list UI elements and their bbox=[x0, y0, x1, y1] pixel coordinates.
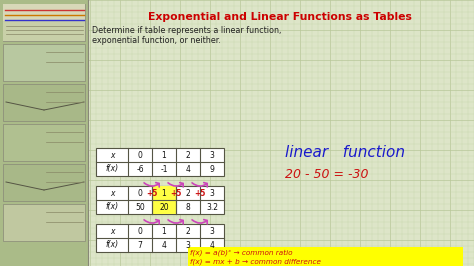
Text: f(x) = a(b)ˣ → common ratio: f(x) = a(b)ˣ → common ratio bbox=[190, 249, 292, 256]
Text: 1: 1 bbox=[162, 227, 166, 235]
Text: 1: 1 bbox=[162, 189, 166, 197]
Bar bbox=[3, 164, 85, 201]
Text: 20 - 50 = -30: 20 - 50 = -30 bbox=[285, 168, 368, 181]
Bar bbox=[96, 186, 224, 214]
Text: 3.2: 3.2 bbox=[206, 202, 218, 211]
Text: x: x bbox=[110, 227, 114, 235]
Text: x: x bbox=[110, 189, 114, 197]
Text: 8: 8 bbox=[186, 202, 191, 211]
Text: 2: 2 bbox=[186, 189, 191, 197]
Bar bbox=[188, 247, 463, 257]
Bar bbox=[3, 124, 85, 161]
Text: Exponential and Linear Functions as Tables: Exponential and Linear Functions as Tabl… bbox=[148, 12, 412, 22]
Bar bbox=[96, 148, 224, 176]
Text: 50: 50 bbox=[135, 202, 145, 211]
Text: 3: 3 bbox=[210, 227, 214, 235]
Bar bbox=[152, 186, 176, 214]
Bar bbox=[3, 4, 85, 21]
Text: 2: 2 bbox=[186, 151, 191, 160]
Bar bbox=[3, 21, 85, 41]
Text: Determine if table represents a linear function,: Determine if table represents a linear f… bbox=[92, 26, 282, 35]
Bar bbox=[3, 84, 85, 121]
Text: x: x bbox=[110, 151, 114, 160]
Bar bbox=[188, 256, 463, 266]
Text: 0: 0 bbox=[137, 227, 143, 235]
Text: +5: +5 bbox=[170, 189, 182, 198]
Bar bbox=[3, 4, 85, 41]
Text: 9: 9 bbox=[210, 164, 214, 173]
Text: f(x) = mx + b → common difference: f(x) = mx + b → common difference bbox=[190, 258, 321, 265]
Text: 4: 4 bbox=[162, 240, 166, 250]
Text: -1: -1 bbox=[160, 164, 168, 173]
Text: f(x): f(x) bbox=[105, 164, 118, 173]
Text: +5: +5 bbox=[146, 189, 158, 198]
Text: f(x): f(x) bbox=[105, 202, 118, 211]
Text: -6: -6 bbox=[136, 164, 144, 173]
Text: 3: 3 bbox=[210, 189, 214, 197]
Text: f(x): f(x) bbox=[105, 240, 118, 250]
Bar bbox=[3, 44, 85, 81]
Text: 3: 3 bbox=[210, 151, 214, 160]
Text: linear   function: linear function bbox=[285, 145, 405, 160]
Text: 4: 4 bbox=[210, 240, 214, 250]
Text: +5: +5 bbox=[194, 189, 206, 198]
Bar bbox=[0, 0, 88, 266]
Bar bbox=[96, 224, 224, 252]
Text: 0: 0 bbox=[137, 189, 143, 197]
Text: 1: 1 bbox=[162, 151, 166, 160]
Text: 4: 4 bbox=[185, 164, 191, 173]
Text: 3: 3 bbox=[185, 240, 191, 250]
Bar bbox=[3, 204, 85, 241]
Text: 0: 0 bbox=[137, 151, 143, 160]
Text: 2: 2 bbox=[186, 227, 191, 235]
Text: 20: 20 bbox=[159, 202, 169, 211]
Text: exponential function, or neither.: exponential function, or neither. bbox=[92, 36, 221, 45]
Text: 7: 7 bbox=[137, 240, 143, 250]
